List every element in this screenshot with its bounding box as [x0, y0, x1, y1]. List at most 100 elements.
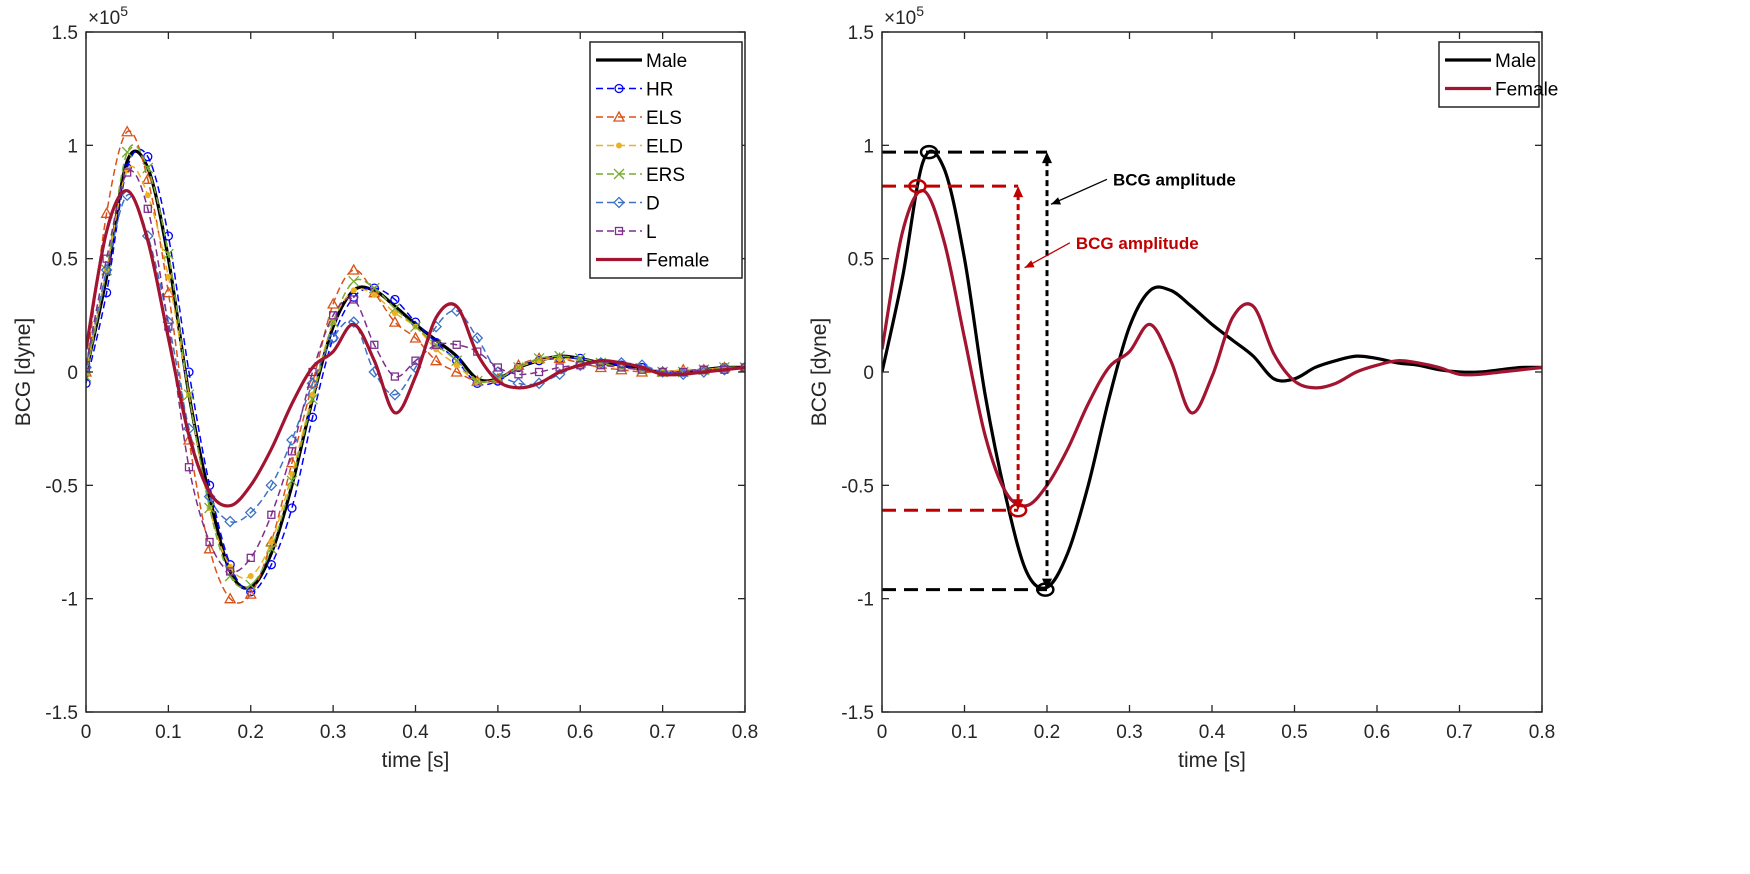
legend: Male HR ELS ELD ERS DL Female [589, 41, 743, 279]
data-point-els [203, 542, 216, 554]
data-point-ers [471, 375, 483, 387]
legend-label-female: Female [646, 251, 709, 272]
legend-label-male: Male [646, 51, 687, 72]
y-tick-label: 0 [863, 363, 874, 384]
legend-marker-eld [616, 142, 622, 149]
legend-marker-ers [613, 168, 625, 180]
data-point-ers [162, 248, 174, 260]
data-point-hr [328, 333, 338, 343]
x-axis-label: time [s] [1178, 749, 1246, 772]
x-tick-label: 0.4 [1199, 722, 1226, 743]
x-tick-label: 0.8 [1529, 722, 1555, 743]
data-point-d [306, 377, 319, 390]
data-point-l [226, 567, 235, 576]
legend-marker-hr [614, 83, 624, 94]
data-point-d [244, 506, 257, 519]
data-point-eld [350, 287, 357, 294]
legend-marker-l [614, 226, 624, 236]
x-tick-label: 0 [877, 722, 888, 743]
peak-marker [919, 144, 939, 160]
legend-label-female: Female [1495, 80, 1558, 101]
series-line-eld [86, 165, 745, 579]
data-point-ers [410, 321, 421, 333]
y-tick-label: 0.5 [52, 250, 78, 271]
y-tick-label: -1.5 [841, 703, 874, 724]
y-tick-label: 1.5 [52, 23, 78, 44]
data-point-d [327, 332, 340, 344]
x-tick-label: 0.4 [402, 722, 429, 743]
data-point-els [450, 365, 463, 377]
x-tick-label: 0.1 [951, 722, 977, 743]
y-tick-label: 0.5 [848, 250, 874, 271]
data-point-ers [451, 355, 463, 367]
series-line-els [86, 130, 745, 604]
data-point-els [224, 592, 237, 604]
data-point-els [347, 263, 360, 275]
x-tick-label: 0.1 [155, 722, 181, 743]
y-tick-label: -0.5 [45, 476, 78, 497]
x-tick-label: 0.5 [485, 722, 511, 743]
arrowhead-up [1042, 152, 1052, 164]
data-point-d [471, 332, 484, 344]
data-point-hr [266, 560, 276, 570]
data-point-els [121, 125, 134, 137]
data-point-l [390, 372, 400, 381]
x-tick-label: 0.6 [1364, 722, 1390, 743]
data-point-l [452, 340, 461, 349]
data-point-l [534, 367, 544, 377]
data-point-l [287, 447, 297, 456]
data-point-d [265, 479, 278, 492]
data-point-l [514, 370, 523, 379]
data-point-l [102, 254, 111, 263]
chart-panel-2: BCG amplitude BCG amplitude 0 0.1 0.2 0.3 0.4 0… [808, 3, 1558, 772]
data-point-els [409, 331, 422, 343]
data-point-l [328, 311, 338, 320]
data-point-ers [204, 502, 216, 514]
annotation-label: BCG amplitude [1076, 234, 1199, 253]
y-multiplier-exponent: 5 [916, 3, 924, 19]
series-group [882, 149, 1542, 590]
data-point-els [100, 206, 113, 218]
data-point-hr [307, 412, 318, 422]
y-tick-label: 1.5 [848, 23, 874, 44]
annotation-label: BCG amplitude [1113, 170, 1236, 189]
legend-marker-els [612, 110, 626, 122]
series-group [86, 125, 745, 604]
x-tick-label: 0.3 [1116, 722, 1142, 743]
y-tick-label: -0.5 [841, 476, 874, 497]
pointer-arrowhead [1051, 197, 1061, 205]
x-axis-label: time [s] [382, 749, 450, 772]
legend-label-male: Male [1495, 51, 1536, 72]
data-point-els [327, 297, 340, 309]
y-multiplier: ×105 [884, 3, 924, 29]
data-point-eld [268, 539, 275, 545]
data-point-hr [287, 503, 297, 513]
legend-label-els: ELS [646, 108, 682, 129]
data-point-ers [121, 146, 133, 158]
data-point-ers [348, 275, 360, 287]
data-point-ers [86, 371, 92, 382]
data-point-l [143, 204, 152, 213]
data-point-ers [286, 475, 298, 487]
data-point-ers [142, 162, 154, 174]
data-point-eld [227, 563, 234, 570]
y-tick-label: 0 [67, 363, 78, 384]
x-tick-label: 0.3 [320, 722, 346, 743]
data-point-d [224, 515, 237, 528]
data-point-l [123, 168, 132, 177]
y-multiplier: ×105 [88, 3, 128, 29]
trough-marker [1008, 503, 1028, 518]
series-line-female [86, 189, 745, 508]
data-point-eld [453, 362, 460, 369]
data-point-d [100, 264, 113, 276]
x-tick-label: 0.7 [1446, 722, 1472, 743]
legend-label-eld: ELD [646, 137, 683, 158]
peak-marker [908, 178, 927, 194]
legend-label-d: D [646, 194, 660, 215]
data-point-l [431, 340, 441, 349]
annotation-2: BCG amplitude [882, 178, 1199, 518]
data-point-l [86, 361, 91, 370]
data-point-hr [86, 378, 91, 388]
x-tick-label: 0.7 [649, 722, 675, 743]
